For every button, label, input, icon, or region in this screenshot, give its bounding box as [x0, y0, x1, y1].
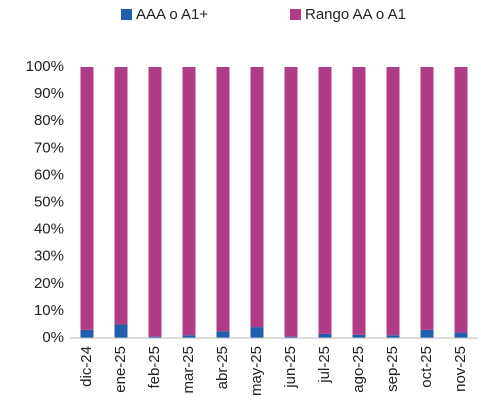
bar-segment	[454, 332, 468, 338]
y-tick-label: 20%	[34, 275, 64, 292]
bar-segment	[386, 335, 400, 338]
bar-segment	[284, 336, 298, 338]
bar-segment	[216, 67, 230, 332]
x-tick-label: nov-25	[452, 346, 469, 392]
bar-segment	[148, 67, 162, 337]
bar-segment	[216, 331, 230, 338]
legend-label: AAA o A1+	[136, 6, 208, 23]
y-tick-label: 100%	[26, 58, 64, 75]
x-tick-label: ene-25	[112, 346, 129, 393]
bar-segment	[80, 67, 94, 330]
x-tick-label: jun-25	[282, 346, 299, 389]
legend-swatch	[121, 9, 132, 20]
x-tick-label: mar-25	[180, 346, 197, 394]
bar-segment	[80, 329, 94, 338]
bar-segment	[352, 67, 366, 335]
bar-segment	[284, 67, 298, 337]
y-tick-label: 90%	[34, 85, 64, 102]
bar-segment	[420, 329, 434, 338]
bar-segment	[386, 67, 400, 336]
bar-segment	[454, 67, 468, 333]
x-tick-label: dic-24	[78, 346, 95, 387]
bar-segment	[114, 324, 128, 338]
legend-swatch	[290, 9, 301, 20]
y-tick-label: 80%	[34, 112, 64, 129]
bar-segment	[420, 67, 434, 330]
bar-segment	[114, 67, 128, 325]
x-tick-label: feb-25	[146, 346, 163, 389]
y-tick-label: 60%	[34, 166, 64, 183]
y-tick-label: 50%	[34, 193, 64, 210]
x-tick-label: abr-25	[214, 346, 231, 389]
bar-segment	[182, 67, 196, 336]
x-tick-label: jul-25	[316, 346, 333, 384]
y-tick-label: 40%	[34, 221, 64, 238]
x-tick-label: oct-25	[418, 346, 435, 388]
x-tick-label: ago-25	[350, 346, 367, 393]
bar-segment	[352, 334, 366, 338]
bar-segment	[318, 333, 332, 338]
bar-segment	[148, 336, 162, 338]
x-tick-label: may-25	[248, 346, 265, 396]
y-tick-label: 30%	[34, 248, 64, 265]
bar-segment	[182, 335, 196, 338]
y-tick-label: 0%	[42, 329, 64, 346]
y-tick-label: 70%	[34, 139, 64, 156]
bar-segment	[250, 67, 264, 328]
x-tick-label: sep-25	[384, 346, 401, 392]
bar-segment	[250, 327, 264, 338]
bar-segment	[318, 67, 332, 334]
y-tick-label: 10%	[34, 302, 64, 319]
legend-label: Rango AA o A1	[305, 6, 406, 23]
